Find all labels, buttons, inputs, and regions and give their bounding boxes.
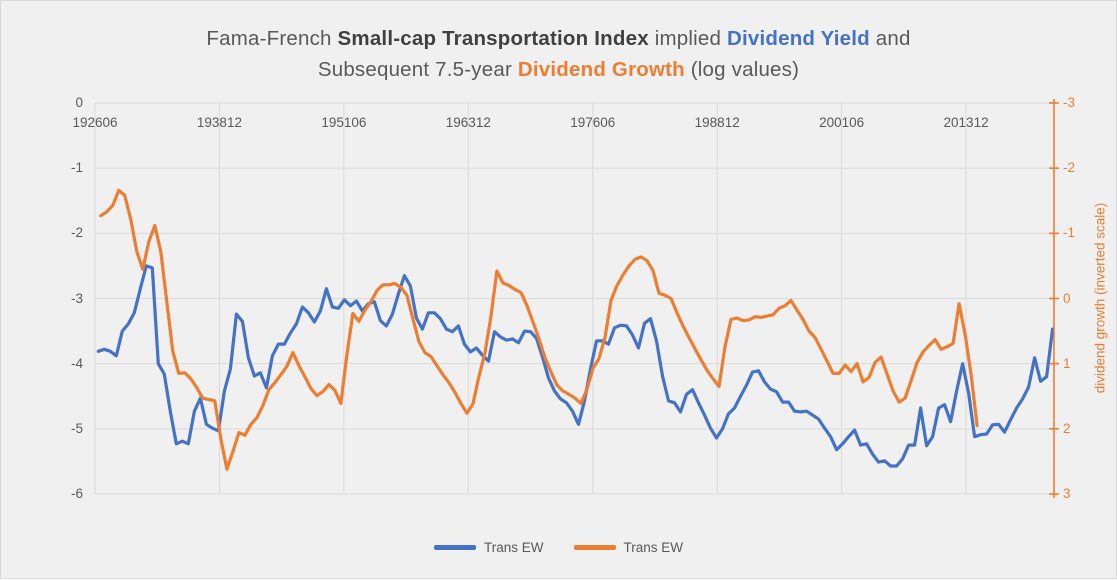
y-right-tick-label: 3 [1063, 486, 1071, 501]
chart-title-line-1: Fama-French Small-cap Transportation Ind… [1, 23, 1116, 54]
y-right-tick-label: -3 [1063, 95, 1076, 110]
legend-item-dividend-yield: Trans EW [433, 540, 544, 555]
x-tick-label: 195106 [321, 115, 367, 130]
title-segment: Dividend Growth [517, 58, 685, 81]
y-right-tick-label: -1 [1063, 225, 1076, 241]
series-line-dividend-yield [96, 264, 1055, 468]
x-tick-label: 193812 [196, 115, 242, 130]
legend-line-swatch-orange [573, 545, 616, 550]
legend: Trans EW Trans EW [1, 540, 1116, 555]
y-left-tick-label: -5 [70, 420, 83, 436]
y-left-tick-label: -1 [70, 160, 83, 176]
chart-title: Fama-French Small-cap Transportation Ind… [1, 23, 1116, 85]
series-line-dividend-growth [99, 188, 979, 471]
title-segment: Fama-French [206, 27, 338, 50]
title-segment: Dividend Yield [726, 27, 870, 50]
title-segment: implied [648, 27, 727, 50]
legend-line-swatch-blue [433, 545, 476, 550]
y-right-tick-label: 2 [1063, 420, 1071, 436]
title-segment: (log values) [684, 58, 800, 81]
x-tick-label: 201312 [943, 115, 989, 130]
legend-item-dividend-growth: Trans EW [573, 540, 684, 555]
x-tick-label: 200106 [819, 115, 865, 130]
legend-label: Trans EW [483, 540, 544, 555]
y-right-tick-label: 0 [1063, 290, 1071, 306]
y-left-tick-label: 0 [75, 95, 83, 110]
title-segment: Small-cap Transportation Index [337, 27, 649, 50]
legend-label: Trans EW [623, 540, 684, 555]
y-left-tick-label: -4 [70, 355, 83, 371]
title-segment: and [869, 27, 911, 50]
x-tick-label: 192606 [72, 115, 118, 130]
y-left-tick-label: -3 [70, 290, 83, 306]
y-left-tick-label: -2 [70, 225, 83, 241]
title-segment: Subsequent 7.5-year [317, 58, 518, 81]
x-tick-label: 198812 [694, 115, 740, 130]
y-right-tick-label: -2 [1063, 160, 1076, 176]
y-right-tick-label: 1 [1063, 355, 1071, 371]
y-left-tick-label: -6 [70, 486, 83, 501]
x-tick-label: 196312 [445, 115, 491, 130]
right-axis-title: dividend growth (inverted scale) [1092, 202, 1108, 394]
x-tick-label: 197606 [570, 115, 616, 130]
chart-title-line-2: Subsequent 7.5-year Dividend Growth (log… [1, 54, 1116, 85]
